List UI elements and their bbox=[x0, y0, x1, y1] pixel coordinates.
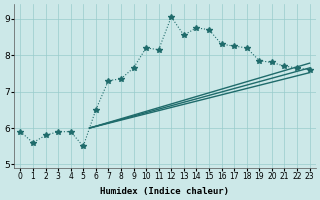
X-axis label: Humidex (Indice chaleur): Humidex (Indice chaleur) bbox=[100, 187, 229, 196]
